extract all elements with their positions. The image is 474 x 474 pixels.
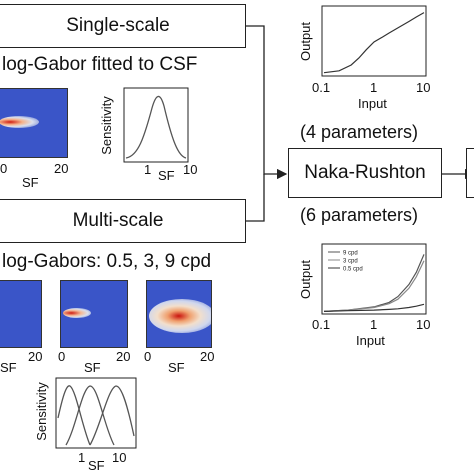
naka-rushton-box: Naka-Rushton (288, 148, 442, 198)
single-heatmap (0, 88, 68, 158)
single-sensitivity-tick-1: 1 (144, 162, 152, 177)
single-sensitivity-tick-10: 10 (183, 162, 198, 177)
multi-heatmap-tick-e: 20 (200, 349, 215, 364)
chart2-series-line-2 (323, 303, 425, 312)
single-scale-box: Single-scale (0, 4, 246, 48)
chart1-frame (321, 5, 427, 77)
single-heatmap-blob (0, 116, 39, 128)
chart1-xlabel: Input (358, 96, 387, 111)
multi-heatmap-1 (0, 280, 42, 348)
multi-scale-box: Multi-scale (0, 199, 246, 243)
chart2-ylabel: Output (298, 259, 314, 300)
chart2-frame (321, 243, 427, 315)
chart1-xtick-1: 1 (370, 80, 378, 95)
multi-sensitivity-plot (55, 377, 137, 449)
chart2-legend-label-2: 0.5 cpd (343, 267, 363, 273)
multi-sensitivity-tick-1: 1 (78, 450, 86, 465)
multi-scale-caption: log-Gabors: 0.5, 3, 9 cpd (2, 251, 212, 272)
single-sensitivity-plot (123, 87, 189, 163)
chart2-series-line-1 (323, 260, 425, 312)
params-top: (4 parameters) (300, 122, 419, 142)
single-heatmap-tick-20: 20 (54, 161, 69, 176)
multi-heatmap-2-blob (63, 308, 91, 318)
chart1-ylabel: Output (298, 21, 314, 62)
next-stage-box-edge (466, 148, 474, 198)
chart2-series-line-0 (323, 254, 425, 312)
chart2-xtick-0: 0.1 (312, 317, 331, 332)
chart1-xtick-2: 10 (416, 80, 431, 95)
multi-heatmap-tick-d: 0 (144, 349, 152, 364)
nr-response-chart-single (321, 5, 427, 77)
multi-heatmap-tick-b: 0 (58, 349, 66, 364)
multi-scale-label: Multi-scale (72, 210, 164, 231)
multi-sensitivity-tick-10: 10 (112, 450, 127, 465)
multi-heatmap-3 (146, 280, 212, 348)
chart1-series-line-0 (323, 12, 425, 74)
arrow-single-to-nr (246, 25, 288, 180)
single-sensitivity-xlabel: SF (158, 168, 175, 183)
multi-heatmap-xlabel-3: SF (168, 360, 185, 375)
multi-heatmap-xlabel-2: SF (84, 360, 101, 375)
multi-heatmap-xlabel-1: SF (0, 360, 17, 375)
arrow-multi-to-nr (246, 174, 265, 222)
multi-sensitivity-xlabel: SF (88, 458, 105, 473)
single-heatmap-tick-0: 0 (0, 161, 8, 176)
multi-heatmap-3-blob (149, 299, 211, 333)
chart2-legend-label-0: 9 cpd (343, 251, 358, 257)
chart2-legend-label-1: 3 cpd (343, 259, 358, 265)
nr-response-chart-multi: 9 cpd 3 cpd 0.5 cpd (321, 243, 427, 315)
single-scale-caption: log-Gabor fitted to CSF (2, 54, 198, 75)
multi-heatmap-tick-a: 20 (28, 349, 43, 364)
single-heatmap-xlabel: SF (22, 175, 39, 190)
multi-heatmap-tick-c: 20 (116, 349, 131, 364)
chart2-xlabel: Input (356, 333, 385, 348)
chart2-xtick-2: 10 (416, 317, 431, 332)
multi-heatmap-2 (60, 280, 128, 348)
chart1-xtick-0: 0.1 (312, 80, 331, 95)
naka-rushton-label: Naka-Rushton (304, 162, 426, 183)
single-scale-label: Single-scale (66, 15, 170, 36)
chart2-xtick-1: 1 (370, 317, 378, 332)
params-bottom: (6 parameters) (300, 205, 419, 225)
